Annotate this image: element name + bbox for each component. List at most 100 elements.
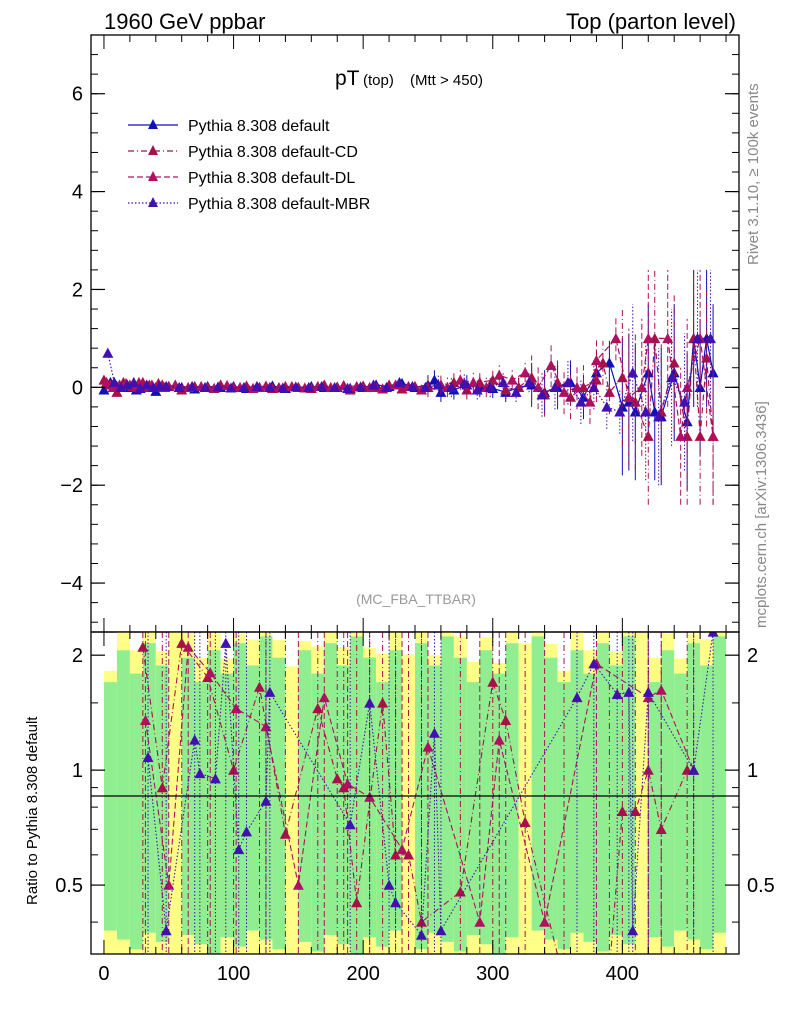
data-point [642, 430, 654, 441]
uncertainty-band-green [103, 682, 117, 931]
uncertainty-band-green [609, 665, 623, 936]
ratio-data-point [623, 686, 635, 697]
data-point [277, 382, 289, 393]
data-point [368, 379, 380, 390]
ratio-data-point [351, 897, 363, 908]
ratio-series-line [142, 641, 688, 954]
data-point [419, 381, 431, 393]
ratio-data-point [241, 826, 253, 837]
ratio-data-point [253, 681, 265, 692]
ratio-data-point [344, 819, 356, 830]
data-point [692, 332, 704, 344]
plot-title-sub: (top) [363, 72, 394, 89]
series-line [107, 337, 711, 418]
data-point [519, 367, 531, 378]
uncertainty-band-green [194, 682, 208, 945]
data-point [704, 332, 716, 344]
legend-entry-mbr: Pythia 8.308 default-MBR [128, 196, 370, 213]
ratio-data-point [189, 734, 201, 745]
data-point [134, 382, 146, 393]
ratio-x-ticks: 0 100 200 300 400 [98, 632, 727, 985]
uncertainty-band-green [713, 636, 727, 933]
ratio-data-point [292, 879, 304, 890]
ratio-data-point [377, 697, 389, 708]
uncertainty-band-green [674, 673, 688, 931]
ratio-data-point [500, 714, 512, 726]
data-point [629, 406, 641, 417]
ratio-data-point [312, 703, 324, 714]
legend-label-dl: Pythia 8.308 default-DL [188, 170, 355, 187]
data-point [497, 376, 509, 388]
ratio-data-point [487, 676, 499, 687]
uncertainty-band-yellow [285, 666, 299, 954]
uncertainty-band-green [427, 665, 441, 933]
data-point [590, 354, 602, 366]
uncertainty-band-green [648, 682, 662, 938]
ratio-data-point [390, 849, 402, 860]
ratio-data-point [331, 773, 343, 784]
data-point [601, 401, 613, 412]
ratio-data-point [233, 843, 245, 855]
ratio-data-point [435, 925, 447, 936]
ratio-data-point [260, 795, 272, 806]
legend-entry-dl: Pythia 8.308 default-DL [128, 170, 355, 187]
ratio-data-point [139, 714, 151, 726]
data-point [616, 372, 628, 383]
uncertainty-band-yellow [518, 643, 532, 954]
data-point [458, 377, 470, 389]
ratio-data-point [137, 641, 149, 652]
ratio-y-tick-label: 1 [72, 760, 83, 782]
data-point [493, 369, 505, 380]
data-point [562, 376, 574, 388]
uncertainty-band-green [220, 673, 234, 938]
ratio-data-point [403, 849, 415, 860]
ratio-y-tick-label: 0.5 [55, 875, 83, 897]
ratio-data-point [390, 897, 402, 908]
data-point [545, 359, 557, 370]
ratio-data-point [539, 916, 551, 927]
x-tick-label: 100 [217, 963, 250, 985]
ratio-series-mbr [142, 632, 719, 954]
ratio-data-point [422, 741, 434, 752]
process-label: Top (parton level) [566, 9, 736, 34]
mcplots-label: mcplots.cern.ch [arXiv:1306.3436] [753, 401, 770, 628]
ratio-y-tick-label-right: 0.5 [747, 875, 775, 897]
uncertainty-band-green [661, 650, 675, 947]
data-point [101, 376, 113, 388]
main-y-tick-label: 6 [72, 84, 83, 106]
ratio-data-point [642, 686, 654, 697]
data-point [532, 381, 544, 393]
data-point [701, 352, 713, 363]
uncertainty-band-green [246, 665, 260, 931]
data-point [467, 376, 479, 388]
ratio-data-point [559, 976, 570, 986]
uncertainty-band-green [700, 665, 714, 950]
main-y-tick-label: −4 [60, 573, 83, 595]
uncertainty-band-green [596, 643, 610, 952]
x-tick-label: 400 [606, 963, 639, 985]
data-point [588, 381, 600, 393]
data-point [160, 380, 172, 392]
ratio-data-point [204, 667, 216, 678]
ratio-data-point [163, 879, 175, 890]
series-line [106, 337, 714, 437]
uncertainty-band-green [129, 673, 143, 950]
ratio-data-point [655, 684, 667, 695]
data-point [640, 406, 652, 417]
data-point [342, 382, 354, 393]
uncertainty-band-green [479, 650, 493, 945]
data-point [584, 396, 596, 407]
ratio-data-point [383, 879, 395, 890]
ratio-data-point [209, 773, 221, 784]
legend-entry-default: Pythia 8.308 default [128, 118, 330, 135]
data-point [610, 332, 622, 344]
ratio-data-point [454, 886, 466, 897]
data-point [623, 391, 635, 402]
rivet-label: Rivet 3.1.10, ≥ 100k events [745, 83, 762, 265]
data-point [565, 391, 577, 402]
data-point [471, 384, 483, 395]
main-panel: −4 −2 0 2 4 6 pT (top) (Mtt > 450) Pythia 8.3… [60, 34, 740, 633]
ratio-data-point [160, 925, 172, 936]
data-point [653, 411, 665, 422]
